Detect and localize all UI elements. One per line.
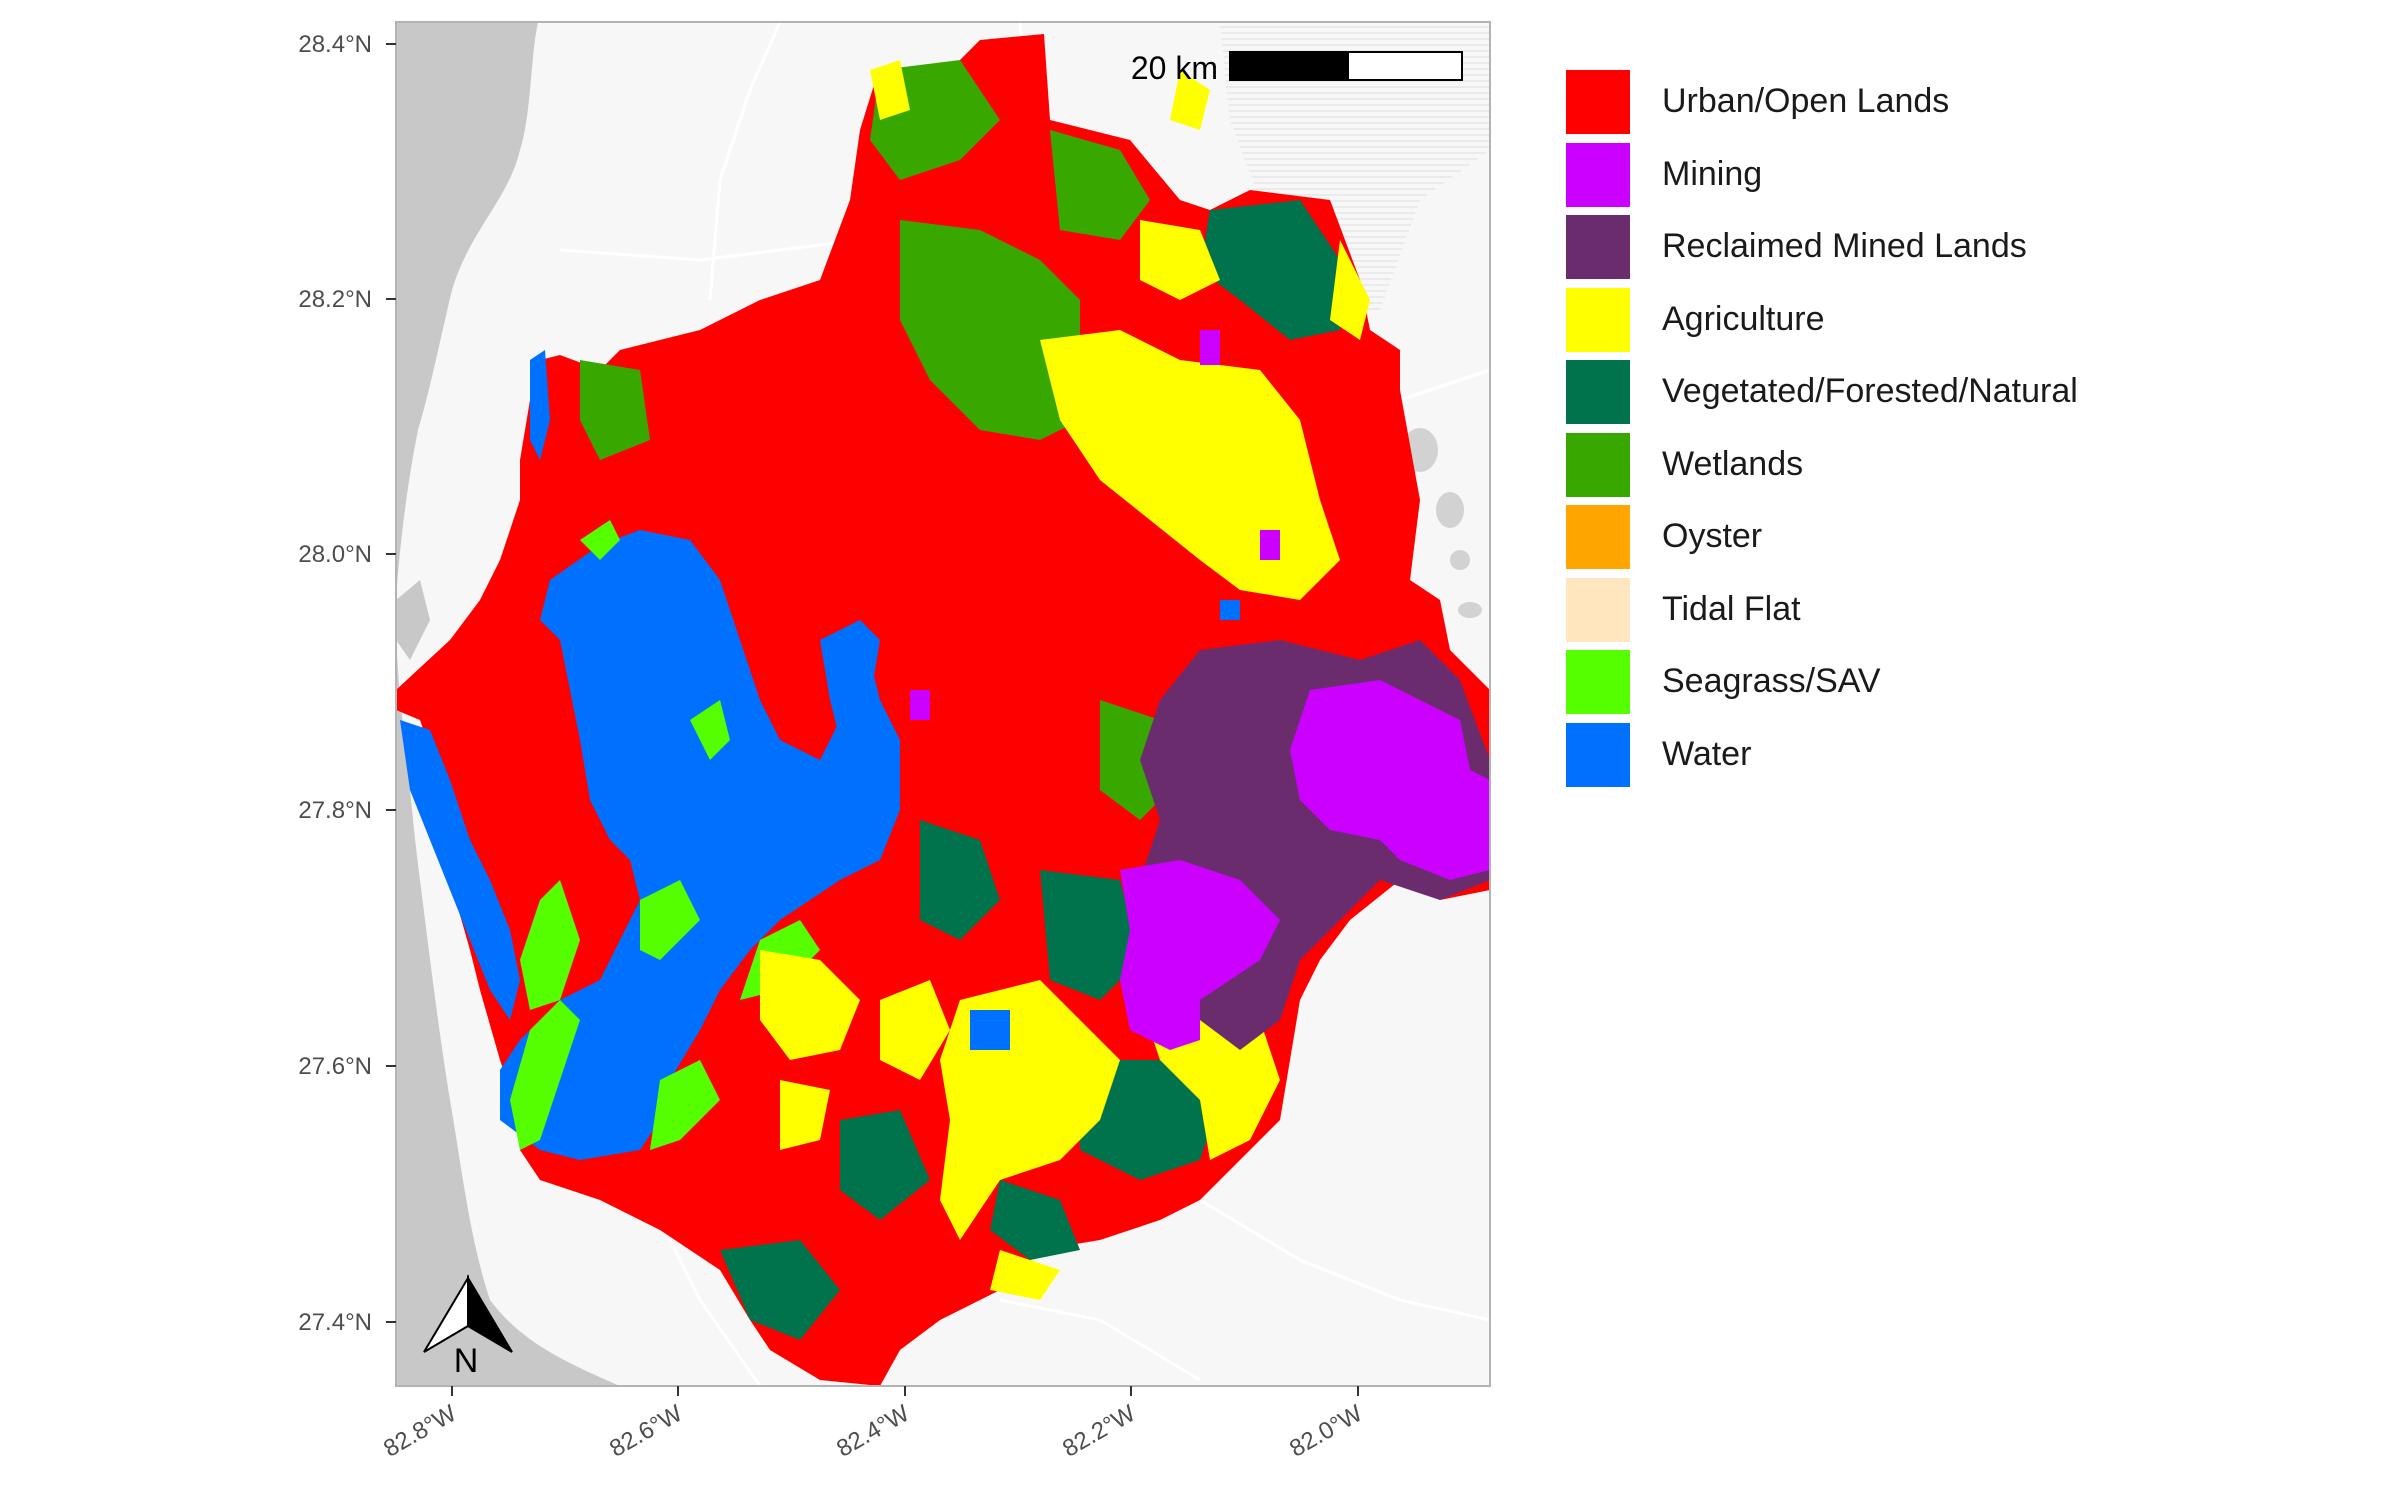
legend-item-tidal-flat: Tidal Flat xyxy=(1566,577,2266,651)
legend-item-vegetated: Vegetated/Forested/Natural xyxy=(1566,360,2266,433)
legend-label: Water xyxy=(1662,734,1752,773)
legend-label: Mining xyxy=(1662,154,1763,193)
legend-label: Wetlands xyxy=(1662,444,1804,483)
legend: Urban/Open Lands Mining Reclaimed Mined … xyxy=(1566,70,2266,795)
north-arrow-right-half xyxy=(467,1274,513,1353)
scale-bar-label: 20 km xyxy=(1131,50,1218,86)
legend-item-seagrass: Seagrass/SAV xyxy=(1566,650,2266,723)
latitude-tick-label: 28.2°N xyxy=(298,286,372,313)
latitude-tick-label: 28.4°N xyxy=(298,31,372,58)
legend-label: Oyster xyxy=(1662,517,1763,555)
legend-label: Vegetated/Forested/Natural xyxy=(1662,372,2078,410)
mining-areas xyxy=(910,330,1490,1050)
scale-bar: 20 km xyxy=(1131,50,1463,86)
gulf-coast-strip xyxy=(396,580,430,660)
north-arrow-label: N xyxy=(454,1342,479,1380)
scale-bar-black-segment xyxy=(1229,51,1349,81)
legend-item-oyster: Oyster xyxy=(1566,505,2266,578)
legend-item-reclaimed: Reclaimed Mined Lands xyxy=(1566,215,2266,288)
legend-swatch xyxy=(1566,505,1630,569)
legend-swatch xyxy=(1566,70,1630,134)
legend-item-urban: Urban/Open Lands xyxy=(1566,70,2266,143)
longitude-tick-label: 82.2°W xyxy=(1058,1400,1140,1463)
latitude-tick-label: 28.0°N xyxy=(298,541,372,568)
legend-item-mining: Mining xyxy=(1566,142,2266,216)
legend-label: Agriculture xyxy=(1662,299,1825,338)
legend-item-agriculture: Agriculture xyxy=(1566,287,2266,361)
tampa-bay-water xyxy=(500,530,900,1160)
longitude-tick-label: 82.4°W xyxy=(832,1400,914,1463)
latitude-tick-label: 27.4°N xyxy=(298,1309,372,1336)
latitude-tick-label: 27.6°N xyxy=(298,1053,372,1080)
legend-swatch xyxy=(1566,215,1630,279)
legend-swatch xyxy=(1566,142,1630,207)
legend-swatch xyxy=(1566,577,1630,642)
hillsborough-bay-water xyxy=(820,620,880,790)
pinellas-coastal-water xyxy=(400,720,520,1020)
legend-label: Urban/Open Lands xyxy=(1662,82,1950,120)
legend-item-wetlands: Wetlands xyxy=(1566,432,2266,506)
legend-swatch xyxy=(1566,432,1630,497)
northwest-coastal-water xyxy=(530,350,550,460)
gulf-of-mexico xyxy=(396,22,620,1386)
longitude-tick-label: 82.6°W xyxy=(605,1400,687,1463)
legend-swatch xyxy=(1566,360,1630,424)
map-panel-border xyxy=(395,21,1491,1387)
legend-label: Tidal Flat xyxy=(1662,589,1801,628)
longitude-axis: 82.8°W 82.6°W 82.4°W 82.2°W 82.0°W xyxy=(379,1386,1367,1463)
scale-bar-white-segment xyxy=(1347,51,1463,81)
longitude-tick-label: 82.0°W xyxy=(1285,1400,1367,1463)
legend-label: Reclaimed Mined Lands xyxy=(1662,227,2027,265)
latitude-axis: 28.4°N 28.2°N 28.0°N 27.8°N 27.6°N 27.4°… xyxy=(298,31,396,1336)
inland-ponds xyxy=(970,600,1240,1050)
legend-swatch xyxy=(1566,287,1630,352)
legend-label: Seagrass/SAV xyxy=(1662,662,1881,700)
longitude-tick-label: 82.8°W xyxy=(379,1400,461,1463)
latitude-tick-label: 27.8°N xyxy=(298,797,372,824)
legend-swatch xyxy=(1566,722,1630,787)
seagrass-areas xyxy=(510,520,820,1150)
legend-swatch xyxy=(1566,650,1630,714)
north-arrow: N xyxy=(423,1274,513,1380)
legend-item-water: Water xyxy=(1566,722,2266,796)
